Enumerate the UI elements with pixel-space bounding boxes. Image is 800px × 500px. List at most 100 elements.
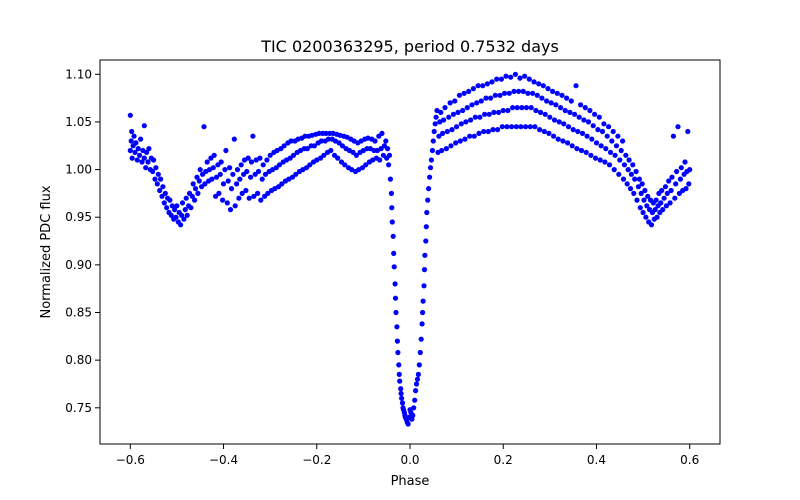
data-point	[143, 165, 149, 171]
data-point	[141, 123, 147, 129]
chart-title: TIC 0200363295, period 0.7532 days	[260, 37, 559, 56]
data-point	[302, 133, 308, 139]
data-point	[418, 336, 424, 342]
data-point	[288, 138, 294, 144]
data-point	[457, 138, 463, 144]
data-point	[421, 283, 427, 289]
data-point	[544, 98, 550, 104]
data-point	[638, 190, 644, 196]
data-point	[499, 124, 505, 130]
data-point	[623, 152, 629, 158]
data-point	[441, 117, 447, 123]
y-axis-ticks: 0.75 0.80 0.85 0.90 0.95 1.00 1.05 1.10	[65, 67, 100, 415]
data-point	[432, 121, 438, 127]
data-point	[217, 171, 223, 177]
data-point	[475, 83, 481, 89]
data-point	[398, 386, 404, 392]
data-point	[450, 111, 456, 117]
data-point	[194, 174, 200, 180]
data-point	[144, 149, 150, 155]
data-point	[223, 147, 229, 154]
data-point	[220, 197, 226, 203]
x-tick-label: −0.2	[302, 453, 331, 467]
data-point	[456, 92, 462, 98]
data-point	[579, 130, 586, 136]
data-point	[551, 117, 558, 123]
data-point	[565, 140, 571, 146]
data-point	[339, 143, 345, 149]
data-point	[431, 128, 437, 135]
data-point	[540, 83, 546, 89]
data-point	[411, 405, 417, 411]
data-point	[526, 76, 532, 82]
data-point	[386, 152, 393, 158]
data-point	[470, 86, 476, 92]
data-point	[612, 152, 618, 158]
y-tick-label: 1.05	[65, 115, 92, 129]
data-point	[482, 111, 488, 117]
data-point	[668, 187, 674, 194]
data-point	[573, 83, 579, 89]
data-point	[569, 143, 575, 149]
data-point	[228, 186, 235, 192]
data-point	[245, 155, 251, 161]
data-point	[532, 124, 538, 130]
data-point	[564, 95, 570, 101]
data-point	[388, 190, 394, 196]
data-point	[197, 167, 203, 173]
data-point	[621, 162, 628, 168]
data-point	[587, 107, 593, 114]
data-point	[410, 412, 416, 418]
data-point	[462, 136, 468, 142]
data-point	[530, 90, 536, 96]
data-point	[466, 88, 472, 94]
data-point	[446, 114, 452, 120]
data-point	[425, 197, 431, 203]
data-point	[509, 124, 515, 130]
data-point	[678, 165, 684, 171]
data-point	[498, 76, 504, 82]
data-point	[251, 193, 257, 199]
data-point	[478, 98, 484, 104]
data-point	[602, 159, 608, 165]
data-point	[243, 187, 249, 194]
data-point	[255, 190, 261, 196]
data-point	[556, 119, 562, 125]
y-tick-label: 0.80	[65, 353, 92, 367]
data-point	[467, 133, 473, 139]
data-point	[192, 197, 198, 203]
data-point	[174, 203, 180, 209]
data-point	[218, 159, 224, 165]
data-point	[311, 143, 317, 149]
data-point	[321, 152, 327, 158]
data-point	[155, 171, 161, 177]
data-point	[468, 117, 474, 123]
data-point	[542, 111, 548, 117]
data-point	[304, 146, 310, 152]
data-point	[423, 224, 429, 230]
data-point	[405, 421, 411, 427]
data-point	[517, 75, 523, 81]
data-point	[592, 111, 598, 117]
data-point	[519, 105, 525, 111]
data-point	[449, 127, 455, 133]
y-tick-label: 0.75	[65, 401, 92, 415]
data-point	[184, 212, 190, 218]
data-point	[548, 100, 554, 106]
data-point	[593, 140, 600, 146]
data-point	[433, 114, 439, 120]
data-point	[154, 181, 160, 187]
x-tick-label: 0.2	[494, 453, 513, 467]
data-point	[397, 378, 403, 384]
data-point	[150, 168, 156, 175]
data-point	[413, 388, 419, 394]
data-point	[518, 124, 524, 130]
data-point	[162, 190, 168, 196]
data-point	[611, 167, 617, 173]
data-point	[601, 121, 607, 127]
data-point	[222, 167, 228, 173]
data-point	[335, 155, 341, 161]
x-tick-label: 0.4	[587, 453, 606, 467]
